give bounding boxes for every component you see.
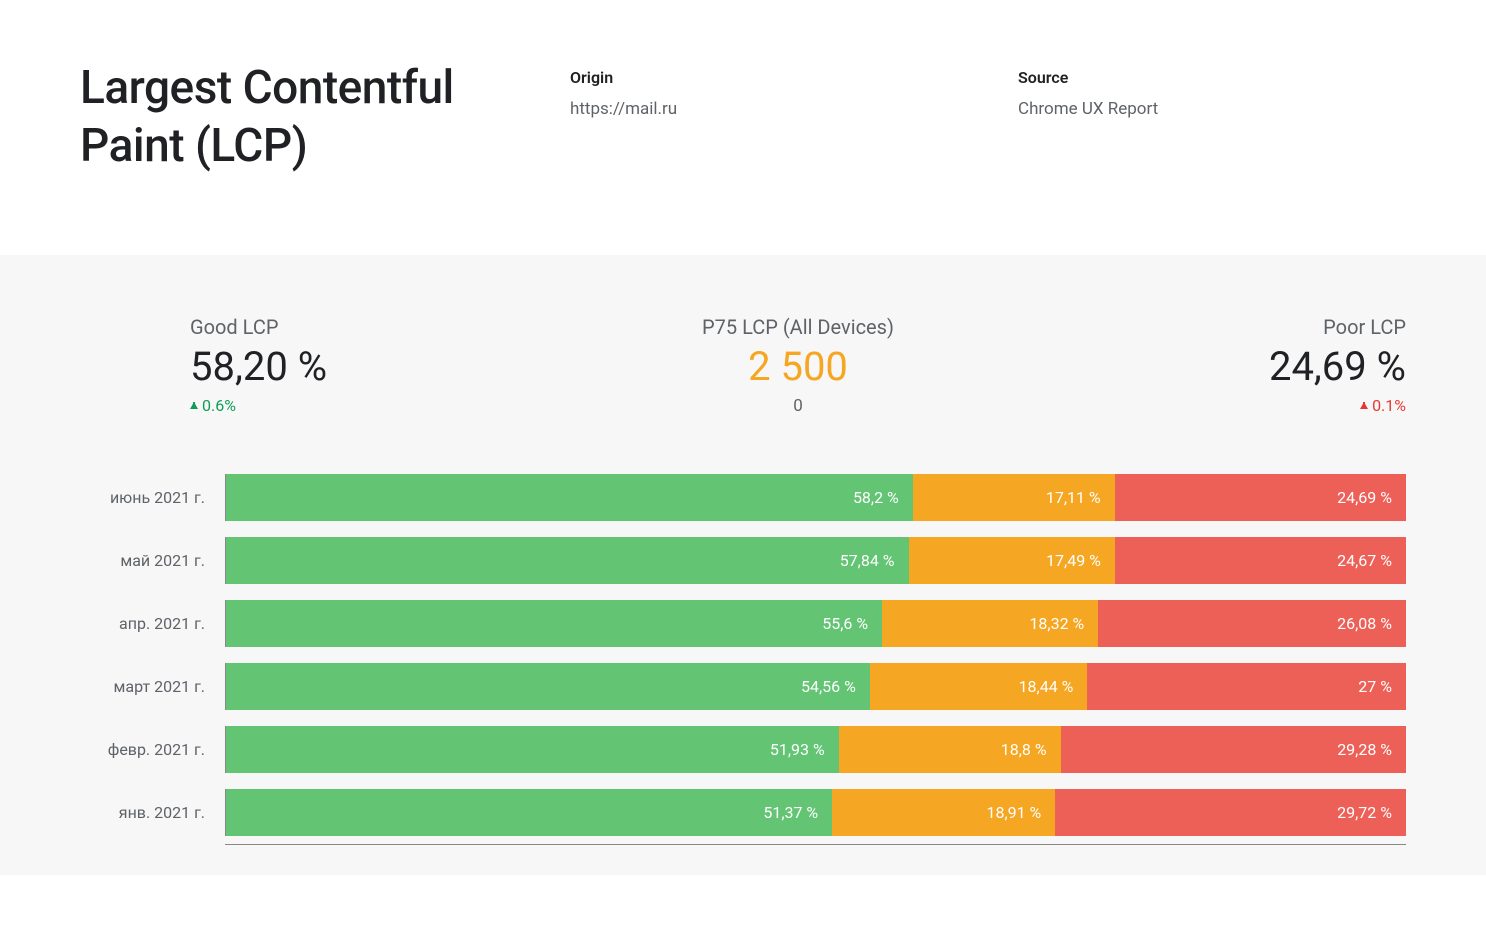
kpi-p75-sub: 0 bbox=[793, 396, 803, 416]
bar-segment-poor[interactable]: 24,69 % bbox=[1115, 474, 1406, 521]
bar-segment-poor[interactable]: 29,72 % bbox=[1055, 789, 1406, 836]
chart-bar[interactable]: 54,56 %18,44 %27 % bbox=[225, 663, 1406, 710]
chart-row-label: июнь 2021 г. bbox=[80, 488, 225, 507]
kpi-good-value: 58,20 % bbox=[190, 343, 327, 390]
chart-row: июнь 2021 г.58,2 %17,11 %24,69 % bbox=[80, 466, 1406, 529]
chart-row-label: апр. 2021 г. bbox=[80, 614, 225, 633]
bar-segment-good[interactable]: 54,56 % bbox=[226, 663, 870, 710]
chart-x-axis bbox=[225, 844, 1406, 845]
chart-row-label: март 2021 г. bbox=[80, 677, 225, 696]
kpi-good-lcp: Good LCP 58,20 % 0.6% bbox=[190, 315, 327, 416]
chart-bar[interactable]: 51,93 %18,8 %29,28 % bbox=[225, 726, 1406, 773]
chart-bar[interactable]: 57,84 %17,49 %24,67 % bbox=[225, 537, 1406, 584]
bar-segment-ni[interactable]: 17,11 % bbox=[913, 474, 1115, 521]
origin-value: https://mail.ru bbox=[570, 99, 958, 119]
bar-segment-ni[interactable]: 17,49 % bbox=[909, 537, 1115, 584]
source-value: Chrome UX Report bbox=[1018, 99, 1406, 119]
kpi-poor-label: Poor LCP bbox=[1323, 315, 1406, 339]
kpi-poor-value: 24,69 % bbox=[1269, 343, 1406, 390]
lcp-stacked-bar-chart: июнь 2021 г.58,2 %17,11 %24,69 %май 2021… bbox=[80, 466, 1406, 845]
bar-segment-good[interactable]: 51,93 % bbox=[226, 726, 839, 773]
bar-segment-ni[interactable]: 18,44 % bbox=[870, 663, 1088, 710]
kpi-good-delta-value: 0.6% bbox=[202, 396, 236, 415]
chart-bar[interactable]: 55,6 %18,32 %26,08 % bbox=[225, 600, 1406, 647]
dashboard: Good LCP 58,20 % 0.6% P75 LCP (All Devic… bbox=[0, 255, 1486, 875]
chart-row: апр. 2021 г.55,6 %18,32 %26,08 % bbox=[80, 592, 1406, 655]
kpi-p75-value: 2 500 bbox=[748, 343, 848, 390]
source-label: Source bbox=[1018, 68, 1406, 87]
chart-row: февр. 2021 г.51,93 %18,8 %29,28 % bbox=[80, 718, 1406, 781]
chart-bar[interactable]: 51,37 %18,91 %29,72 % bbox=[225, 789, 1406, 836]
bar-segment-poor[interactable]: 26,08 % bbox=[1098, 600, 1406, 647]
kpi-poor-delta: 0.1% bbox=[1360, 396, 1406, 415]
origin-label: Origin bbox=[570, 68, 958, 87]
bar-segment-poor[interactable]: 29,28 % bbox=[1061, 726, 1406, 773]
arrow-up-icon bbox=[1360, 402, 1368, 409]
kpi-poor-lcp: Poor LCP 24,69 % 0.1% bbox=[1269, 315, 1406, 416]
bar-segment-good[interactable]: 58,2 % bbox=[226, 474, 913, 521]
origin-block: Origin https://mail.ru bbox=[570, 60, 958, 175]
kpi-p75-label: P75 LCP (All Devices) bbox=[702, 315, 894, 339]
kpi-p75-lcp: P75 LCP (All Devices) 2 500 0 bbox=[702, 315, 894, 416]
kpi-good-delta: 0.6% bbox=[190, 396, 236, 415]
bar-segment-ni[interactable]: 18,8 % bbox=[839, 726, 1061, 773]
kpi-poor-delta-value: 0.1% bbox=[1372, 396, 1406, 415]
bar-segment-ni[interactable]: 18,32 % bbox=[882, 600, 1098, 647]
source-block: Source Chrome UX Report bbox=[1018, 60, 1406, 175]
chart-row-label: янв. 2021 г. bbox=[80, 803, 225, 822]
bar-segment-poor[interactable]: 27 % bbox=[1087, 663, 1406, 710]
chart-row: май 2021 г.57,84 %17,49 %24,67 % bbox=[80, 529, 1406, 592]
bar-segment-poor[interactable]: 24,67 % bbox=[1115, 537, 1406, 584]
bar-segment-ni[interactable]: 18,91 % bbox=[832, 789, 1055, 836]
chart-row-label: май 2021 г. bbox=[80, 551, 225, 570]
kpi-row: Good LCP 58,20 % 0.6% P75 LCP (All Devic… bbox=[80, 315, 1406, 416]
chart-bar[interactable]: 58,2 %17,11 %24,69 % bbox=[225, 474, 1406, 521]
page-title: Largest Contentful Paint (LCP) bbox=[80, 60, 510, 175]
title-block: Largest Contentful Paint (LCP) bbox=[80, 60, 510, 175]
chart-row: янв. 2021 г.51,37 %18,91 %29,72 % bbox=[80, 781, 1406, 844]
chart-row: март 2021 г.54,56 %18,44 %27 % bbox=[80, 655, 1406, 718]
arrow-up-icon bbox=[190, 402, 198, 409]
bar-segment-good[interactable]: 57,84 % bbox=[226, 537, 909, 584]
chart-row-label: февр. 2021 г. bbox=[80, 740, 225, 759]
header: Largest Contentful Paint (LCP) Origin ht… bbox=[0, 0, 1486, 255]
kpi-good-label: Good LCP bbox=[190, 315, 278, 339]
bar-segment-good[interactable]: 55,6 % bbox=[226, 600, 882, 647]
bar-segment-good[interactable]: 51,37 % bbox=[226, 789, 832, 836]
